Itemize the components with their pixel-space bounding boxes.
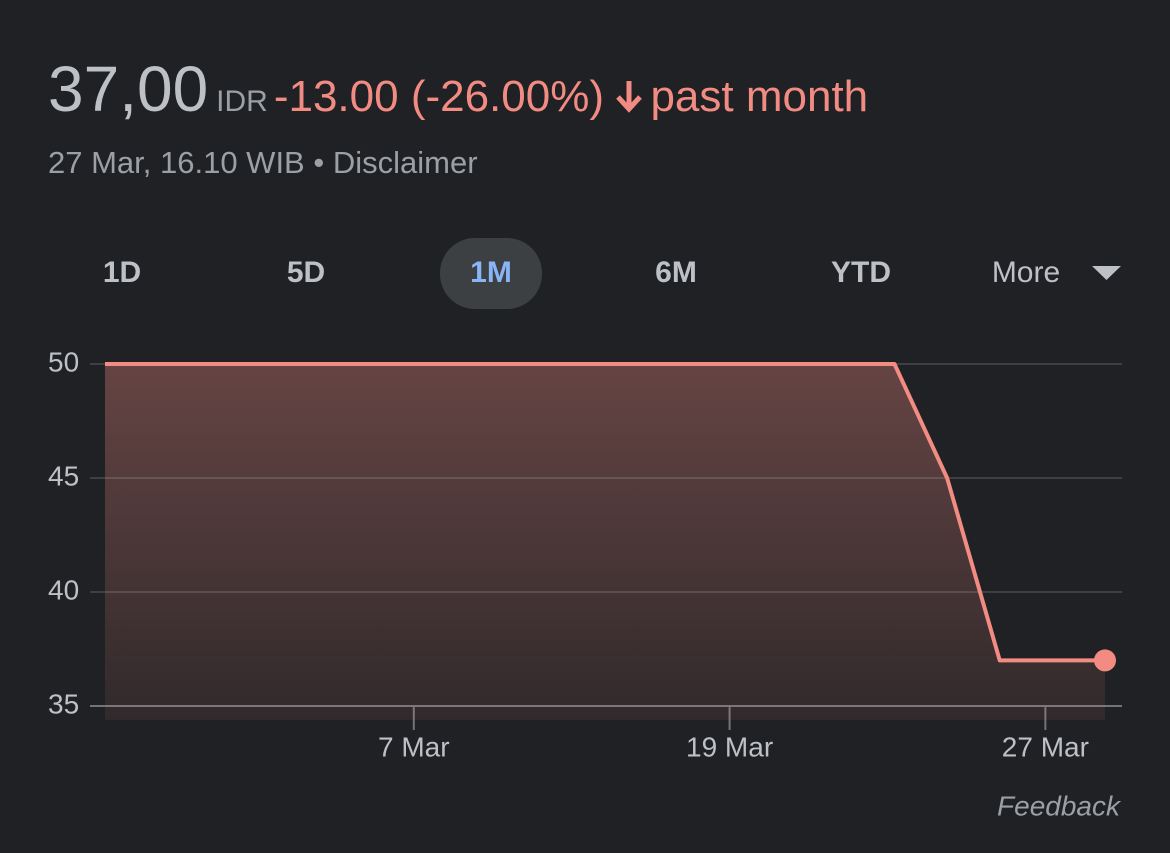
- tab[interactable]: 1D: [103, 256, 141, 289]
- separator: •: [313, 145, 325, 180]
- change: -13.00 (-26.00%): [273, 72, 604, 121]
- y-tick-label: 40: [48, 574, 79, 605]
- y-tick-label: 35: [48, 688, 79, 719]
- x-tick-label: 27 Mar: [1002, 731, 1089, 762]
- tab[interactable]: YTD: [831, 256, 891, 289]
- down-arrow-icon: [616, 81, 643, 113]
- tab[interactable]: 6M: [655, 256, 697, 289]
- y-tick-label: 50: [48, 346, 79, 377]
- price-line: [105, 362, 1105, 663]
- y-tick-label: 45: [48, 460, 79, 491]
- last-point: [1094, 649, 1116, 672]
- x-tick-label: 19 Mar: [686, 731, 773, 762]
- period: past month: [650, 72, 869, 121]
- disclaimer-link[interactable]: Disclaimer: [332, 145, 478, 180]
- x-tick-label: 7 Mar: [378, 731, 450, 762]
- tab[interactable]: 1M: [470, 256, 512, 289]
- currency: IDR: [216, 85, 268, 118]
- area: [105, 364, 1105, 720]
- quote-header: 37,00 IDR -13.00 (-26.00%) past month: [48, 52, 868, 126]
- tab[interactable]: More: [992, 256, 1060, 289]
- dropdown-icon: [1092, 266, 1121, 280]
- feedback-link[interactable]: Feedback: [997, 790, 1122, 821]
- timestamp: 27 Mar, 16.10 WIB: [48, 145, 305, 180]
- tab[interactable]: 5D: [287, 256, 325, 289]
- price: 37,00: [48, 53, 209, 125]
- timestamp-line: 27 Mar, 16.10 WIB • Disclaimer: [48, 145, 478, 181]
